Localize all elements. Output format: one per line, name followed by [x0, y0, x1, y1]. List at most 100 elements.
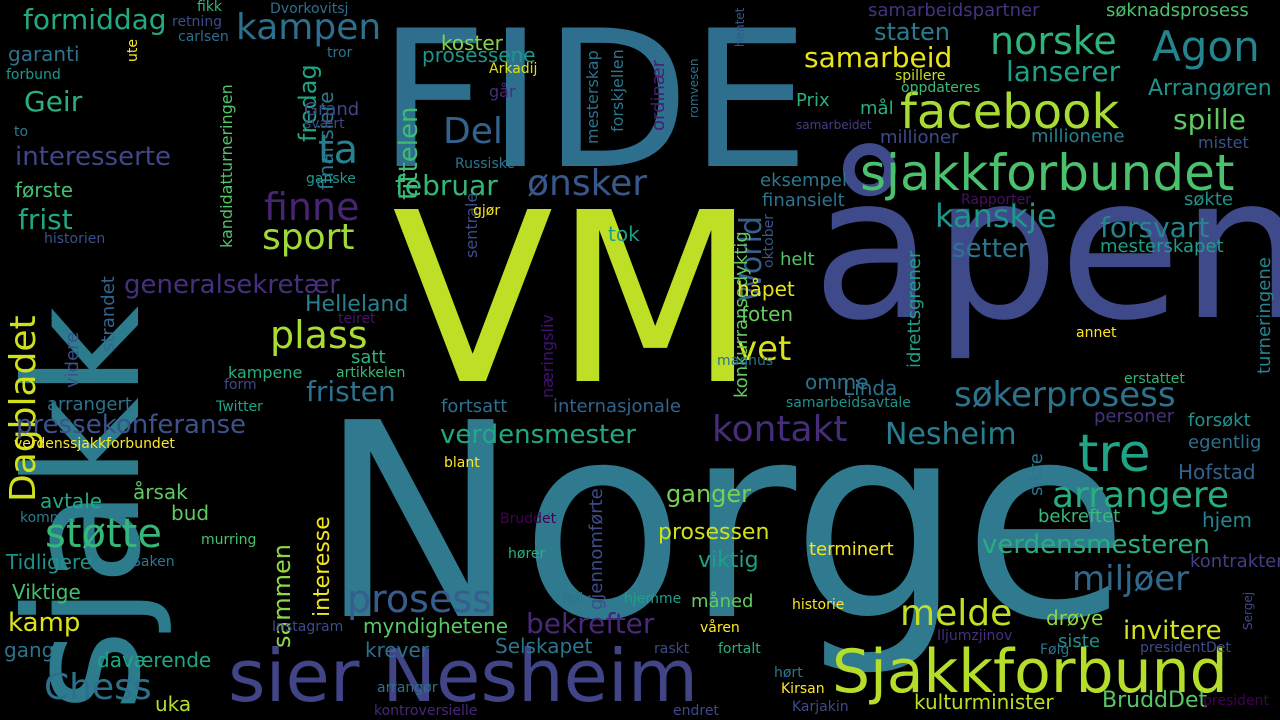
- cloud-word: ute: [125, 39, 141, 62]
- cloud-word: bekrefter: [526, 607, 655, 640]
- cloud-word: samarbeidsavtale: [786, 395, 911, 411]
- cloud-word: millionene: [1031, 126, 1125, 147]
- cloud-word: hørt: [774, 665, 803, 681]
- cloud-word: finne: [264, 185, 360, 229]
- cloud-word: Dagbladet: [3, 315, 44, 502]
- cloud-word: Hofstad: [1178, 460, 1256, 484]
- cloud-word: søkte: [1184, 189, 1233, 210]
- cloud-word: forskjellen: [608, 49, 627, 132]
- cloud-word: interesse: [310, 516, 335, 617]
- cloud-word: mål: [860, 98, 894, 119]
- cloud-word: forsøkt: [1188, 410, 1251, 431]
- cloud-word: presidentDet: [1140, 640, 1231, 656]
- cloud-word: Nesheim: [885, 417, 1017, 452]
- cloud-word: håpet: [737, 277, 795, 301]
- cloud-word: ganger: [666, 480, 752, 508]
- cloud-word: generalsekretær: [124, 270, 340, 300]
- cloud-word: viktig: [698, 548, 759, 573]
- cloud-word: krever: [365, 638, 430, 662]
- cloud-word: form: [224, 377, 257, 393]
- cloud-word: Iljumzjinov: [937, 628, 1013, 644]
- cloud-word: bekreftet: [1038, 506, 1121, 527]
- cloud-word: koster: [441, 31, 503, 55]
- cloud-word: helt: [780, 249, 815, 270]
- cloud-word: samarbeidspartner: [868, 0, 1040, 21]
- cloud-word: kandidatturneringen: [217, 84, 236, 248]
- cloud-word: siste: [1058, 631, 1100, 652]
- cloud-word: personer: [1094, 406, 1175, 427]
- cloud-word: Saken: [132, 554, 175, 570]
- cloud-word: prosessene: [422, 43, 536, 67]
- cloud-word: søknadsprosess: [1106, 0, 1249, 21]
- cloud-word: tre: [1078, 424, 1151, 484]
- cloud-word: blant: [444, 455, 480, 471]
- cloud-word: eksempel: [760, 170, 847, 191]
- cloud-word: forbund: [6, 67, 61, 83]
- cloud-word: arrangere: [1052, 475, 1230, 516]
- cloud-word: BruddDet: [1102, 688, 1208, 713]
- cloud-word: satt: [351, 347, 386, 368]
- cloud-word: lanserer: [1006, 55, 1121, 88]
- cloud-word: setter: [952, 234, 1029, 264]
- cloud-word: millioner: [880, 127, 959, 148]
- cloud-word: arrangør: [377, 680, 438, 696]
- cloud-word: teiret: [338, 311, 376, 327]
- cloud-word: Arkadij: [489, 61, 538, 77]
- cloud-word: plass: [270, 313, 368, 357]
- cloud-word: bud: [171, 501, 210, 525]
- cloud-word: næringsliv: [538, 314, 557, 398]
- cloud-word: drøye: [1046, 606, 1104, 630]
- cloud-word: våren: [700, 620, 740, 636]
- cloud-word: kontrakten: [1190, 551, 1280, 572]
- cloud-word: fortalt: [718, 641, 761, 657]
- cloud-word: miljøer: [1072, 559, 1190, 599]
- cloud-word: fristen: [306, 375, 396, 408]
- cloud-word: svært: [304, 116, 345, 132]
- cloud-word: Linda: [843, 376, 898, 400]
- cloud-word: idrettsgrener: [904, 250, 925, 368]
- cloud-word: internasjonale: [553, 396, 681, 417]
- cloud-word: retning: [172, 14, 223, 30]
- cloud-word: omme: [805, 370, 869, 394]
- cloud-word: Geir: [24, 85, 83, 118]
- cloud-word: verdensmesteren: [982, 530, 1210, 560]
- cloud-word: sport: [262, 217, 355, 258]
- cloud-word: turneringene: [1254, 257, 1275, 374]
- cloud-word: romvesen: [687, 58, 701, 118]
- cloud-word: prosessen: [658, 520, 770, 545]
- cloud-word: endret: [673, 703, 719, 719]
- cloud-word: videre: [62, 331, 83, 388]
- cloud-word: kontroversielle: [374, 703, 478, 719]
- cloud-word: hjemme: [624, 591, 682, 607]
- cloud-word: tror: [327, 45, 353, 61]
- cloud-word: kommer: [20, 510, 78, 526]
- cloud-word: ordinær: [648, 59, 669, 131]
- cloud-word: oppdateres: [901, 80, 981, 96]
- cloud-word: kanskje: [935, 197, 1057, 235]
- cloud-word: strandet: [98, 276, 119, 352]
- cloud-word: Russiske: [455, 156, 515, 172]
- cloud-word: pressekonferanse: [16, 410, 247, 440]
- cloud-word: artikkelen: [336, 365, 406, 381]
- cloud-word: årsak: [133, 480, 188, 504]
- cloud-word: spille: [1173, 103, 1246, 136]
- cloud-word: FIDE: [378, 0, 810, 211]
- cloud-word: raskt: [654, 641, 690, 657]
- cloud-word: Del: [443, 111, 503, 152]
- cloud-word: kamp: [8, 608, 81, 638]
- cloud-word: samarbeid: [804, 41, 953, 74]
- cloud-word: Sjakkforbund: [832, 637, 1228, 707]
- cloud-word: mesterskapet: [1100, 236, 1224, 257]
- cloud-word: fikk: [197, 0, 223, 15]
- cloud-word: kulturminister: [914, 690, 1054, 714]
- cloud-word: Chess: [44, 667, 152, 708]
- cloud-word: norske: [990, 19, 1117, 63]
- cloud-word: garanti: [8, 42, 80, 66]
- cloud-word: måned: [691, 591, 754, 612]
- cloud-word: to: [14, 124, 29, 140]
- cloud-word: egentlig: [1188, 432, 1262, 453]
- cloud-word: gjennomførte: [586, 488, 607, 610]
- cloud-word: gang: [4, 638, 55, 662]
- cloud-word: feil: [562, 591, 584, 607]
